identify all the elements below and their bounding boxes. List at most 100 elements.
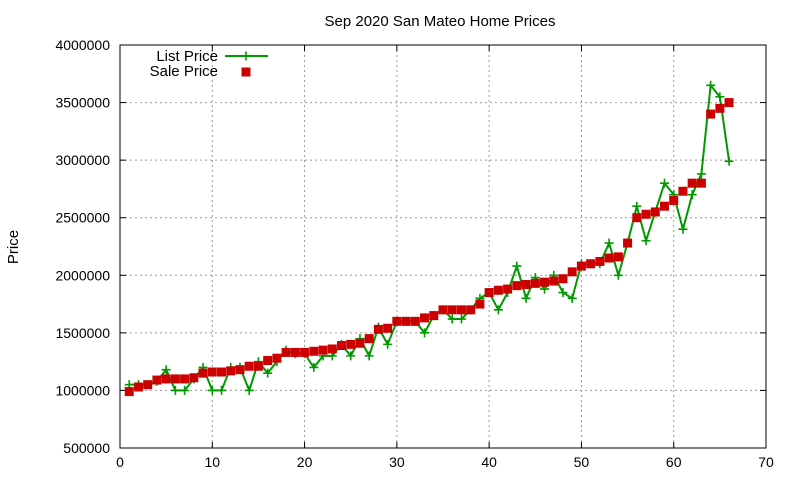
y-tick-label: 1500000 (55, 325, 110, 341)
y-tick-label: 4000000 (55, 37, 110, 53)
list-price-point (383, 339, 393, 349)
sale-price-point (567, 267, 577, 277)
list-price-point (420, 328, 430, 338)
sale-price-point (706, 109, 716, 119)
sale-price-point (152, 375, 162, 385)
sale-price-point (623, 238, 633, 248)
sale-price-point (410, 316, 420, 326)
sale-price-point (650, 207, 660, 217)
sale-price-point (272, 353, 282, 363)
list-price-point (180, 385, 190, 395)
sale-price-point (715, 103, 725, 113)
sale-price-point (143, 380, 153, 390)
sale-price-point (696, 178, 706, 188)
list-price-point (512, 261, 522, 271)
sale-price-point (180, 374, 190, 384)
legend-plus-icon (241, 51, 251, 61)
sale-price-series (124, 98, 734, 397)
x-tick-label: 0 (116, 454, 124, 470)
sale-price-point (466, 305, 476, 315)
sale-price-point (429, 311, 439, 321)
sale-price-point (503, 284, 513, 294)
sale-price-point (512, 281, 522, 291)
list-price-point (558, 288, 568, 298)
sale-price-point (540, 277, 550, 287)
sale-price-point (189, 373, 199, 383)
sale-price-point (558, 274, 568, 284)
sale-price-point (290, 347, 300, 357)
list-price-point (696, 169, 706, 179)
sale-price-point (549, 276, 559, 286)
list-price-point (493, 305, 503, 315)
sale-price-point (124, 387, 134, 397)
sale-price-point (309, 346, 319, 356)
sale-price-point (244, 361, 254, 371)
plot-frame (119, 44, 767, 449)
list-price-point (641, 236, 651, 246)
x-tick-label: 40 (481, 454, 497, 470)
y-axis-label: Price (5, 230, 22, 264)
list-price-point (632, 201, 642, 211)
y-tick-label: 2500000 (55, 210, 110, 226)
y-tick-label: 1000000 (55, 382, 110, 398)
sale-price-point (383, 323, 393, 333)
list-price-point (706, 80, 716, 90)
sale-price-point (235, 365, 245, 375)
list-price-point (678, 224, 688, 234)
y-tick-label: 3000000 (55, 152, 110, 168)
list-price-point (263, 368, 273, 378)
list-price-point (456, 314, 466, 324)
list-price-point (244, 385, 254, 395)
sale-price-point (346, 339, 356, 349)
sale-price-point (669, 195, 679, 205)
list-price-point (521, 293, 531, 303)
sale-price-point (484, 288, 494, 298)
sale-price-point (641, 209, 651, 219)
y-tick-label: 2000000 (55, 267, 110, 283)
sale-price-point (318, 345, 328, 355)
sale-price-point (170, 374, 180, 384)
legend-list-price-label: List Price (156, 48, 218, 65)
list-price-point (170, 385, 180, 395)
sale-price-point (493, 285, 503, 295)
x-tick-label: 10 (204, 454, 220, 470)
x-tick-label: 30 (389, 454, 405, 470)
list-price-point (309, 362, 319, 372)
y-tick-label: 3500000 (55, 95, 110, 111)
sale-price-point (336, 341, 346, 351)
sale-price-point (456, 305, 466, 315)
sale-price-point (207, 367, 217, 377)
sale-price-point (300, 347, 310, 357)
legend: List Price Sale Price (150, 48, 268, 80)
list-price-point (659, 178, 669, 188)
list-price-point (724, 156, 734, 166)
list-price-point (364, 351, 374, 361)
list-price-point (715, 92, 725, 102)
legend-square-icon (241, 67, 251, 77)
list-price-point (604, 238, 614, 248)
sale-price-point (604, 253, 614, 263)
sale-price-point (724, 98, 734, 108)
sale-price-point (327, 344, 337, 354)
list-price-point (161, 365, 171, 375)
sale-price-point (373, 324, 383, 334)
sale-price-point (530, 278, 540, 288)
sale-price-point (401, 316, 411, 326)
sale-price-point (659, 201, 669, 211)
sale-price-point (263, 355, 273, 365)
x-tick-label: 70 (758, 454, 774, 470)
y-tick-label: 500000 (63, 440, 110, 456)
sale-price-point (198, 368, 208, 378)
sale-price-point (438, 305, 448, 315)
x-tick-label: 50 (574, 454, 590, 470)
list-price-point (567, 293, 577, 303)
list-price-point (613, 270, 623, 280)
sale-price-point (133, 382, 143, 392)
list-price-point (447, 314, 457, 324)
sale-price-point (161, 374, 171, 384)
sale-price-point (364, 334, 374, 344)
list-price-point (217, 385, 227, 395)
sale-price-point (253, 361, 263, 371)
sale-price-point (595, 256, 605, 266)
